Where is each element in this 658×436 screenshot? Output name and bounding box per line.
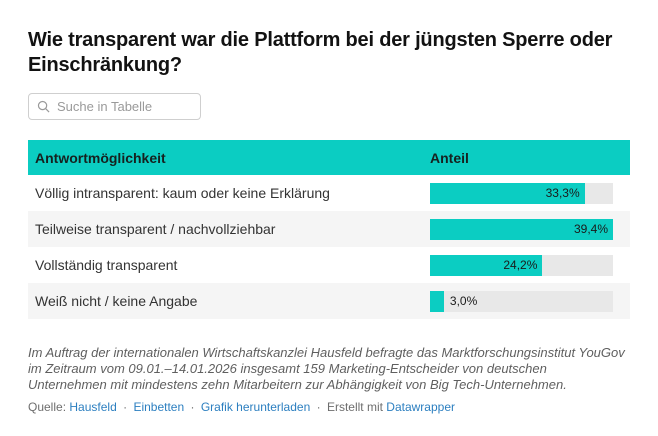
table-row: Weiß nicht / keine Angabe 3,0% bbox=[28, 283, 630, 319]
answer-label: Weiß nicht / keine Angabe bbox=[35, 293, 198, 309]
chart-container: Wie transparent war die Plattform bei de… bbox=[28, 29, 630, 414]
footer-meta: Quelle: Hausfeld · Einbetten · Grafik he… bbox=[28, 400, 630, 414]
bar-track: 24,2% bbox=[430, 254, 613, 276]
separator-dot: · bbox=[190, 400, 195, 414]
download-link[interactable]: Grafik herunterladen bbox=[200, 400, 311, 414]
answer-label: Völlig intransparent: kaum oder keine Er… bbox=[35, 185, 330, 201]
datawrapper-link[interactable]: Datawrapper bbox=[386, 400, 455, 414]
bar-track: 3,0% bbox=[430, 290, 613, 312]
bar-value-label: 39,4% bbox=[573, 222, 608, 236]
bar-track: 39,4% bbox=[430, 218, 613, 240]
separator-dot: · bbox=[316, 400, 321, 414]
bar-value-label: 33,3% bbox=[545, 186, 580, 200]
search-icon bbox=[37, 100, 50, 113]
answer-label: Vollständig transparent bbox=[35, 257, 178, 273]
results-table: Antwortmöglichkeit Anteil Völlig intrans… bbox=[28, 140, 630, 319]
table-row: Völlig intransparent: kaum oder keine Er… bbox=[28, 175, 630, 211]
table-row: Teilweise transparent / nachvollziehbar … bbox=[28, 211, 630, 247]
bar-value-label: 24,2% bbox=[503, 258, 538, 272]
bar-fill: 39,4% bbox=[430, 218, 613, 240]
column-header-anteil[interactable]: Anteil bbox=[430, 149, 469, 166]
embed-link[interactable]: Einbetten bbox=[133, 400, 185, 414]
created-with-label: Erstellt mit bbox=[326, 400, 383, 414]
page-title: Wie transparent war die Plattform bei de… bbox=[28, 29, 613, 76]
table-row: Vollständig transparent 24,2% bbox=[28, 247, 630, 283]
source-prefix-label: Quelle: bbox=[28, 400, 67, 414]
search-box[interactable] bbox=[28, 93, 201, 120]
bar-fill: 33,3% bbox=[430, 182, 585, 204]
bar-value-label: 3,0% bbox=[449, 294, 478, 308]
footnote: Im Auftrag der internationalen Wirtschaf… bbox=[28, 345, 625, 392]
separator-dot: · bbox=[123, 400, 128, 414]
source-link[interactable]: Hausfeld bbox=[69, 400, 117, 414]
answer-label: Teilweise transparent / nachvollziehbar bbox=[35, 221, 276, 237]
bar-fill: 24,2% bbox=[430, 254, 543, 276]
bar-fill: 3,0% bbox=[430, 290, 477, 312]
search-input[interactable] bbox=[57, 99, 192, 114]
table-header-row: Antwortmöglichkeit Anteil bbox=[28, 140, 630, 175]
column-header-antwortmoeglichkeit[interactable]: Antwortmöglichkeit bbox=[35, 149, 166, 166]
bar-track: 33,3% bbox=[430, 182, 613, 204]
